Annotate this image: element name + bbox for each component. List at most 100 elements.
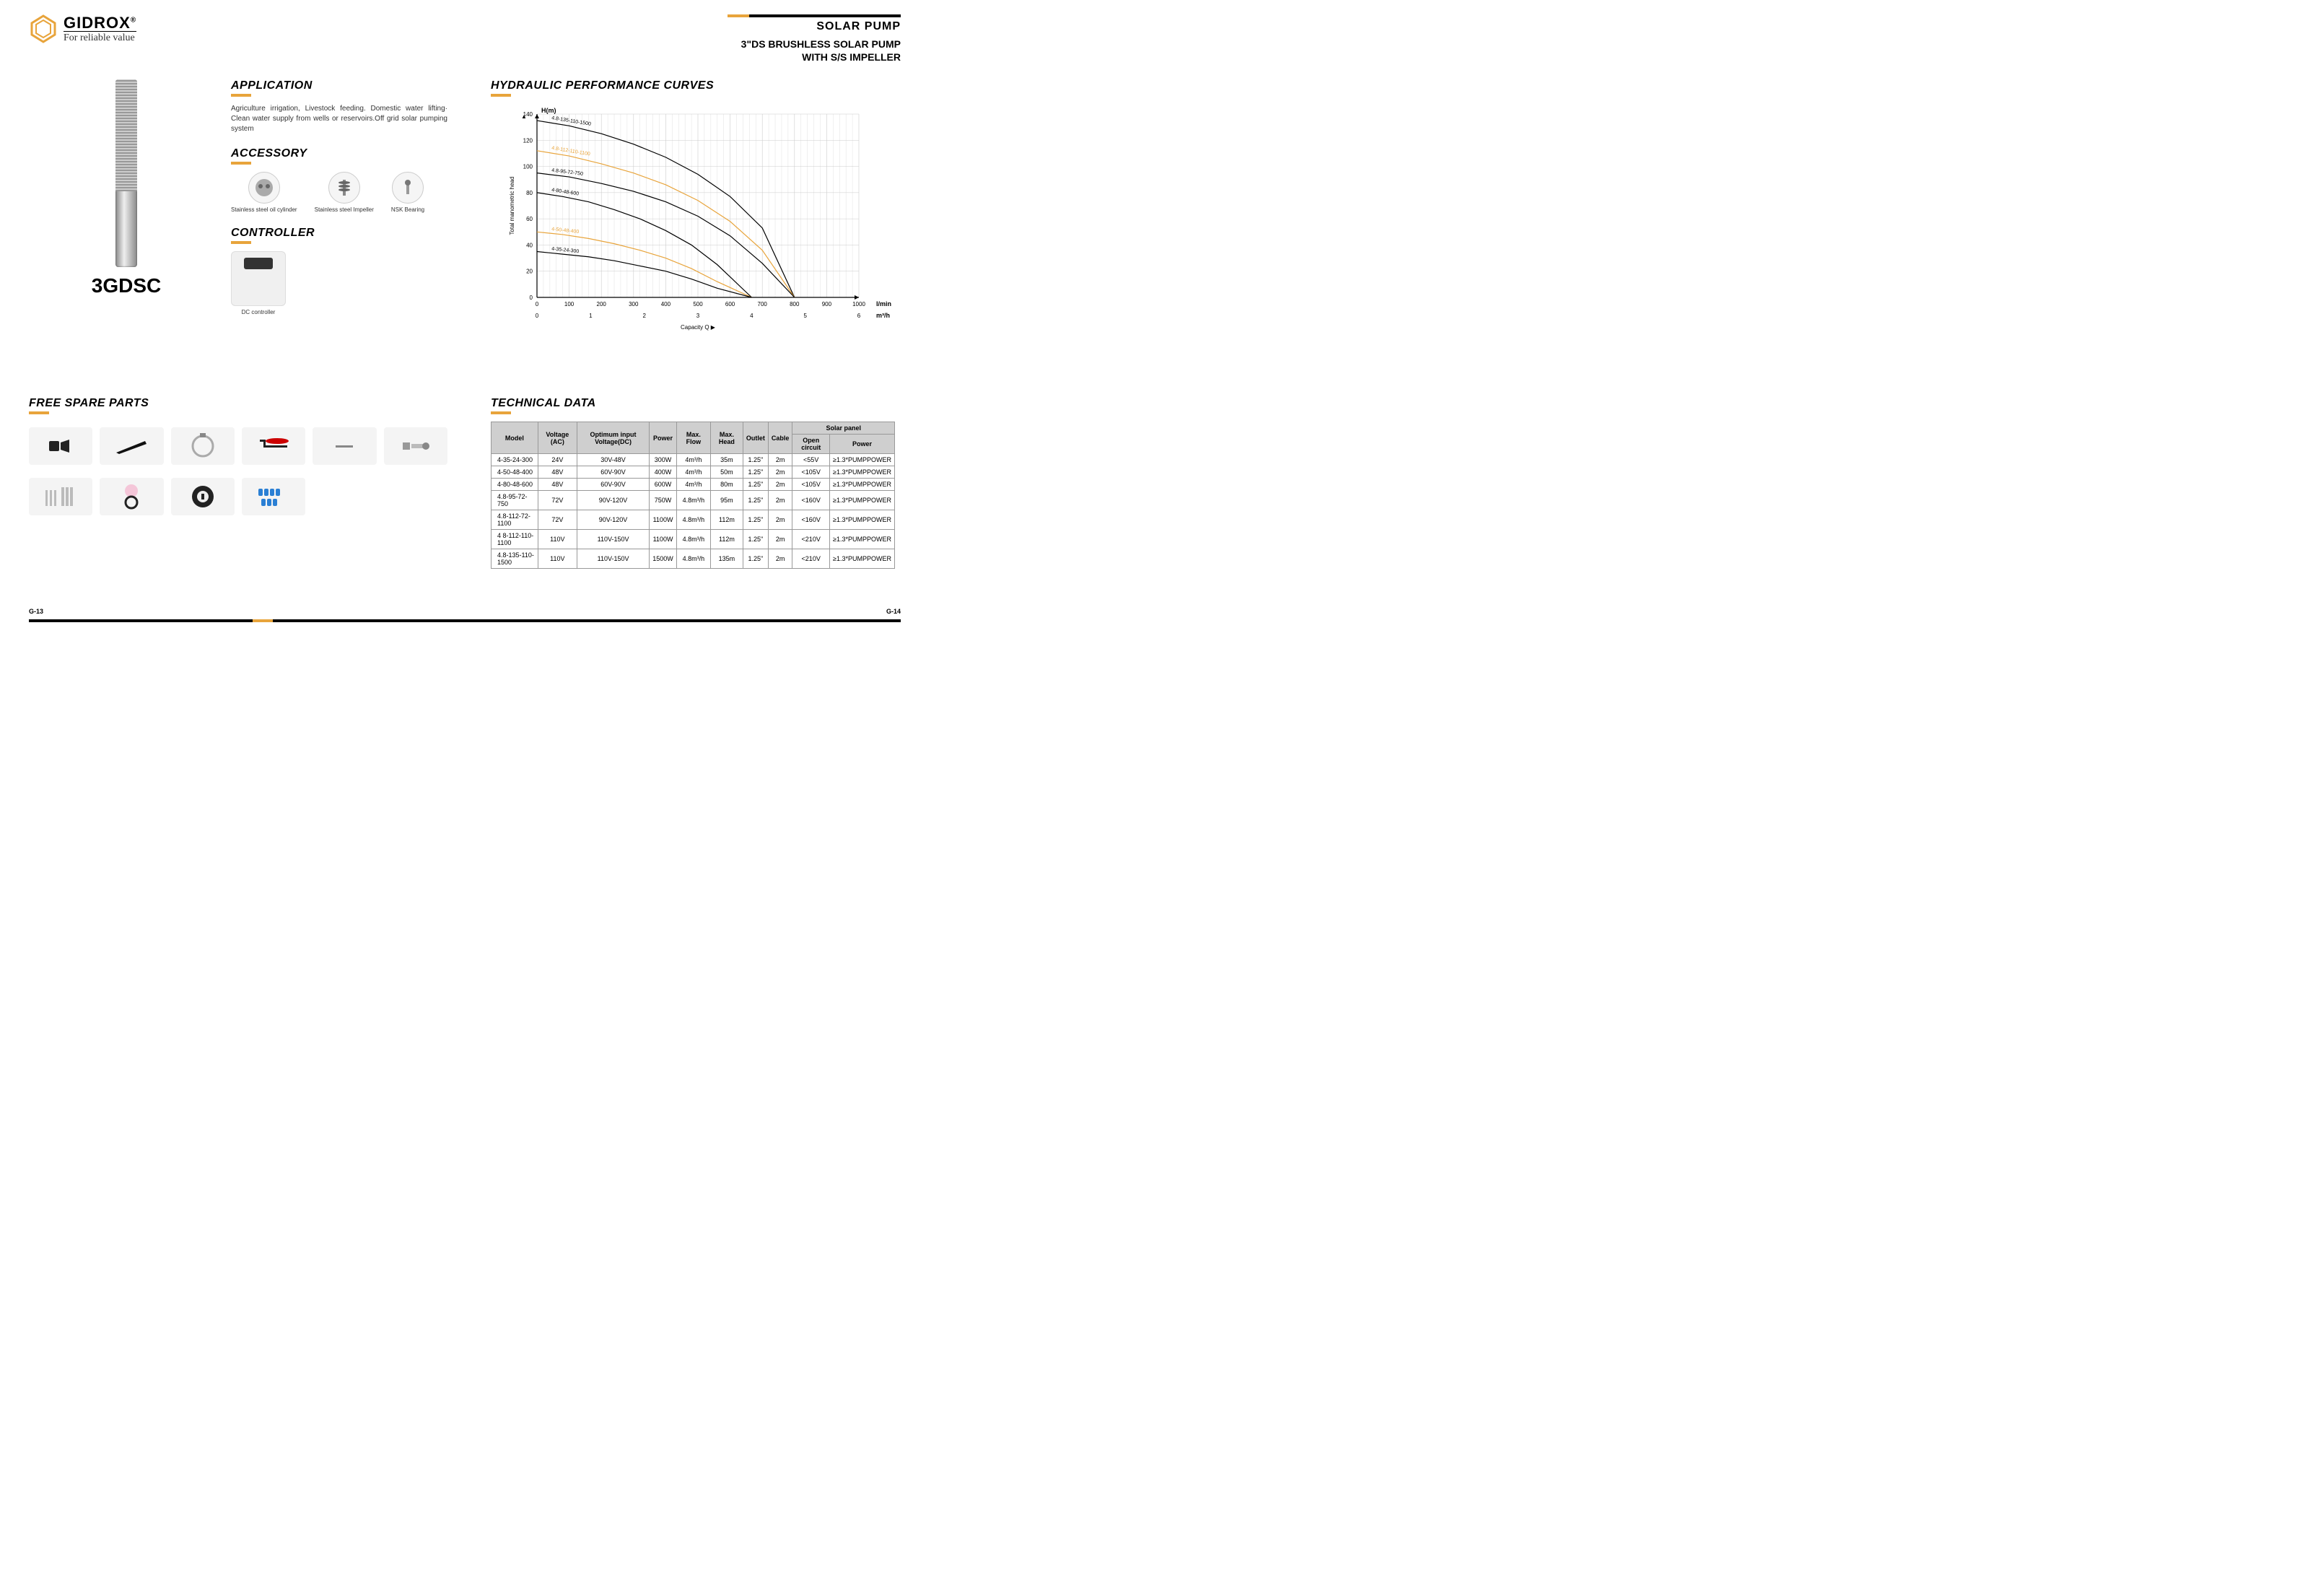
spare-part — [313, 427, 376, 465]
spare-title: FREE SPARE PARTS — [29, 397, 447, 410]
table-cell: 750W — [650, 491, 677, 510]
table-cell: 95m — [710, 491, 743, 510]
svg-text:100: 100 — [523, 164, 533, 170]
info-column: APPLICATION Agriculture irrigation, Live… — [231, 79, 447, 315]
table-cell: 600W — [650, 479, 677, 491]
table-cell: 300W — [650, 454, 677, 466]
svg-text:▲: ▲ — [521, 113, 527, 120]
underline — [491, 94, 511, 97]
table-cell: 1500W — [650, 549, 677, 569]
spare-part — [384, 427, 447, 465]
table-cell: 1100W — [650, 510, 677, 530]
accessory-item: Stainless steel oil cylinder — [231, 172, 297, 214]
svg-text:40: 40 — [526, 242, 533, 248]
table-cell: 2m — [768, 491, 792, 510]
col-power: Power — [650, 422, 677, 454]
table-cell: 2m — [768, 454, 792, 466]
table-cell: 4.8m³/h — [676, 491, 710, 510]
table-cell: 110V — [538, 530, 577, 549]
svg-text:1000: 1000 — [852, 301, 865, 307]
table-cell: 4.8-135-110-1500 — [492, 549, 538, 569]
table-cell: 1.25" — [743, 549, 768, 569]
table-cell: 4m³/h — [676, 479, 710, 491]
table-cell: 110V — [538, 549, 577, 569]
application-title: APPLICATION — [231, 79, 447, 92]
table-cell: ≥1.3*PUMPPOWER — [829, 549, 894, 569]
table-cell: 400W — [650, 466, 677, 479]
table-cell: 60V-90V — [577, 466, 649, 479]
accessory-label: Stainless steel Impeller — [315, 206, 374, 213]
table-cell: 4-80-48-600 — [492, 479, 538, 491]
spare-part — [29, 478, 92, 515]
svg-text:500: 500 — [693, 301, 703, 307]
spare-part — [171, 478, 235, 515]
table-cell: ≥1.3*PUMPPOWER — [829, 454, 894, 466]
svg-text:400: 400 — [661, 301, 671, 307]
table-cell: 112m — [710, 510, 743, 530]
svg-text:Total manometric head: Total manometric head — [509, 177, 515, 235]
table-cell: 2m — [768, 479, 792, 491]
svg-text:l/min: l/min — [876, 300, 891, 307]
svg-text:H(m): H(m) — [541, 107, 556, 114]
svg-text:Capacity Q ▶: Capacity Q ▶ — [681, 324, 716, 331]
accessory-title: ACCESSORY — [231, 147, 447, 160]
table-row: 4.8-135-110-1500110V110V-150V1500W4.8m³/… — [492, 549, 895, 569]
svg-text:700: 700 — [758, 301, 768, 307]
spare-part — [100, 427, 163, 465]
col-model: Model — [492, 422, 538, 454]
table-cell: 1.25" — [743, 510, 768, 530]
underline — [231, 162, 251, 165]
page-number-left: G-13 — [29, 608, 43, 615]
col-opencircuit: Open circuit — [792, 435, 830, 454]
accessory-item: NSK Bearing — [391, 172, 424, 214]
spare-grid — [29, 427, 447, 515]
table-cell: 4.8-95-72-750 — [492, 491, 538, 510]
svg-text:100: 100 — [564, 301, 575, 307]
table-cell: ≥1.3*PUMPPOWER — [829, 466, 894, 479]
table-cell: 110V-150V — [577, 530, 649, 549]
accessory-label: Stainless steel oil cylinder — [231, 206, 297, 213]
table-cell: 1100W — [650, 530, 677, 549]
svg-text:80: 80 — [526, 190, 533, 196]
table-cell: 48V — [538, 479, 577, 491]
table-cell: 2m — [768, 549, 792, 569]
svg-text:300: 300 — [629, 301, 639, 307]
table-row: 4-35-24-30024V30V-48V300W4m³/h35m1.25"2m… — [492, 454, 895, 466]
table-cell: 4.8m³/h — [676, 530, 710, 549]
pump-image — [115, 79, 137, 267]
table-cell: 4m³/h — [676, 466, 710, 479]
col-solar: Solar panel — [792, 422, 895, 435]
col-voltage: Voltage (AC) — [538, 422, 577, 454]
page-number-right: G-14 — [886, 608, 901, 615]
controller-title: CONTROLLER — [231, 227, 447, 240]
table-cell: 4-50-48-400 — [492, 466, 538, 479]
svg-text:m³/h: m³/h — [876, 312, 890, 319]
header-right: SOLAR PUMP 3"DS BRUSHLESS SOLAR PUMPWITH… — [741, 14, 901, 64]
table-cell: ≥1.3*PUMPPOWER — [829, 479, 894, 491]
application-text: Agriculture irrigation, Livestock feedin… — [231, 104, 447, 134]
table-cell: <160V — [792, 491, 830, 510]
table-cell: 1.25" — [743, 530, 768, 549]
table-cell: 4m³/h — [676, 454, 710, 466]
spare-part — [242, 427, 305, 465]
technical-column: TECHNICAL DATA Model Voltage (AC) Optimu… — [491, 397, 895, 569]
accessory-label: NSK Bearing — [391, 206, 424, 213]
svg-text:120: 120 — [523, 137, 533, 144]
svg-text:60: 60 — [526, 216, 533, 222]
table-row: 4-50-48-40048V60V-90V400W4m³/h50m1.25"2m… — [492, 466, 895, 479]
spare-part — [100, 478, 163, 515]
table-cell: 50m — [710, 466, 743, 479]
table-cell: 72V — [538, 491, 577, 510]
table-cell: 80m — [710, 479, 743, 491]
svg-text:4.8-135-110-1500: 4.8-135-110-1500 — [551, 115, 592, 127]
col-cable: Cable — [768, 422, 792, 454]
spare-part — [242, 478, 305, 515]
oil-cylinder-icon — [248, 172, 280, 204]
accessory-item: Stainless steel Impeller — [315, 172, 374, 214]
svg-text:5: 5 — [803, 313, 807, 319]
table-row: 4.8-112-72-110072V90V-120V1100W4.8m³/h11… — [492, 510, 895, 530]
controller-image — [231, 251, 286, 306]
svg-text:0: 0 — [536, 301, 539, 307]
col-optimum: Optimum input Voltage(DC) — [577, 422, 649, 454]
table-row: 4.8-95-72-75072V90V-120V750W4.8m³/h95m1.… — [492, 491, 895, 510]
